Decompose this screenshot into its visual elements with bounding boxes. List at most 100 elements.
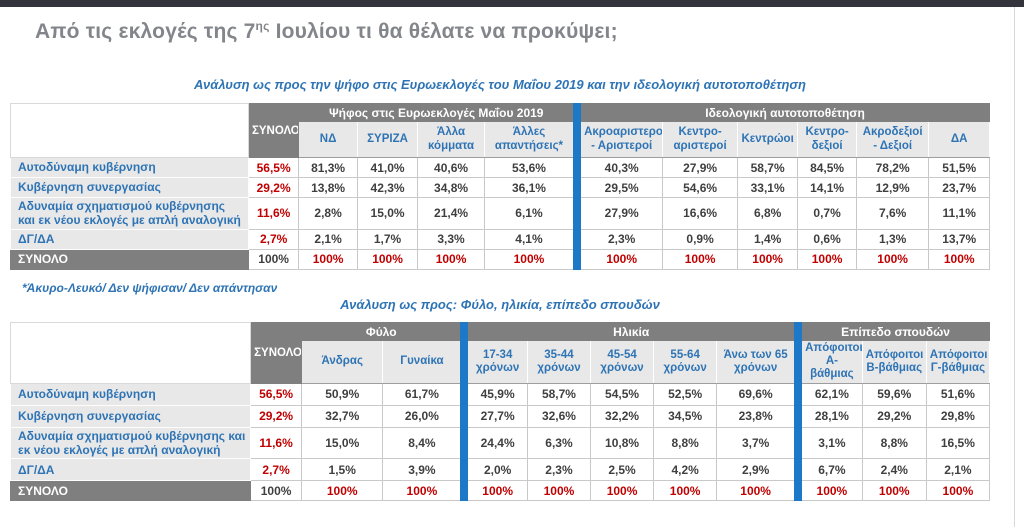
row-label: Κυβέρνηση συνεργασίας [9, 404, 252, 428]
total-row-cell: 100% [301, 480, 384, 502]
total-cell: 2,7% [250, 458, 303, 482]
data-cell: 29,8% [925, 404, 991, 428]
total-row-cell: 100% [925, 480, 991, 502]
table-row: Αδυναμία σχηματισμού κυβέρνησης και εκ ν… [10, 197, 990, 230]
column-header: Απόφοιτοι Β-βάθμιας [861, 340, 927, 384]
column-header: Άνω των 65 χρόνων [716, 340, 799, 384]
total-row-cell: 100% [716, 480, 799, 502]
data-cell: 4,2% [653, 458, 718, 482]
column-header: Απόφοιτοι Γ-βάθμιας [925, 340, 991, 384]
data-cell: 10,8% [590, 426, 655, 460]
data-cell: 1,7% [356, 228, 419, 250]
total-row-cell: 100% [417, 248, 485, 270]
data-cell: 23,8% [716, 404, 799, 428]
data-cell: 21,4% [417, 197, 485, 230]
table-row: Αυτοδύναμη κυβέρνηση 56,5% 81,3% 41,0% 40,6%… [10, 157, 990, 178]
data-cell: 4,1% [483, 228, 578, 250]
row-label: Αυτοδύναμη κυβέρνηση [9, 382, 252, 406]
total-row: ΣΥΝΟΛΟ 100% 100% 100% 100% 100% 100% 100% 100% 10… [10, 248, 990, 270]
table-row: Κυβέρνηση συνεργασίας 29,2% 13,8% 42,3% 34,8… [10, 177, 990, 198]
group-header: Φύλο [301, 322, 465, 341]
data-cell: 28,1% [794, 404, 863, 428]
data-cell: 2,5% [590, 458, 655, 482]
row-label: Κυβέρνηση συνεργασίας [10, 177, 249, 198]
data-cell: 8,8% [861, 426, 927, 460]
total-column-header: ΣΥΝΟΛΟ [250, 322, 303, 384]
data-cell: 2,4% [861, 458, 927, 482]
total-row-label: ΣΥΝΟΛΟ [9, 480, 252, 502]
data-cell: 7,6% [855, 197, 930, 230]
data-cell: 52,5% [653, 382, 718, 406]
total-row-cell: 100% [526, 480, 592, 502]
column-header: Κεντρο-δεξιοί [797, 121, 857, 158]
data-cell: 16,6% [662, 197, 738, 230]
data-cell: 78,2% [855, 157, 930, 178]
page-title-superscript: ης [255, 19, 270, 33]
data-cell: 84,5% [797, 157, 857, 178]
page-title: Από τις εκλογές της 7ης Ιουλίου τι θα θέ… [35, 19, 618, 44]
group-header: Ψήφος στις Ευρωεκλογές Μαΐου 2019 [298, 103, 578, 122]
data-cell: 51,6% [925, 382, 991, 406]
data-cell: 2,9% [716, 458, 799, 482]
total-row-cell: 100% [797, 248, 857, 270]
page-title-text-end: Ιουλίου τι θα θέλατε να προκύψει; [269, 20, 618, 43]
column-header: ΔΑ [928, 121, 990, 158]
column-header: Άνδρας [301, 340, 384, 384]
data-cell: 2,3% [573, 228, 664, 250]
table-row: Αυτοδύναμη κυβέρνηση 56,5% 50,9% 61,7% 45,9%… [9, 382, 991, 406]
top-dark-bar [0, 0, 1024, 7]
data-cell: 36,1% [483, 177, 578, 198]
total-cell: 11,6% [247, 197, 300, 230]
data-cell: 3,7% [716, 426, 799, 460]
data-cell: 0,7% [797, 197, 857, 230]
data-cell: 61,7% [382, 382, 465, 406]
column-header: ΝΔ [298, 121, 358, 158]
data-cell: 59,6% [861, 382, 927, 406]
page-right-edge [1014, 7, 1015, 527]
data-cell: 42,3% [356, 177, 419, 198]
data-cell: 8,4% [382, 426, 465, 460]
table-row: Αδυναμία σχηματισμού κυβέρνησης και εκ ν… [9, 426, 991, 460]
column-header-row: ΝΔ ΣΥΡΙΖΑ Άλλα κόμματα Άλλες απαντήσεις* Ακρ… [11, 121, 990, 158]
total-cell: 56,5% [247, 157, 300, 178]
analysis-table-demographics: ΣΥΝΟΛΟ Φύλο Ηλικία Επίπεδο σπουδών Άνδρας Γυν… [9, 322, 991, 502]
data-cell: 41,0% [356, 157, 419, 178]
data-cell: 1,4% [736, 228, 799, 250]
total-row-cell: 100% [861, 480, 927, 502]
group-header-row: ΣΥΝΟΛΟ Ψήφος στις Ευρωεκλογές Μαΐου 2019 Ι… [10, 103, 991, 158]
table1-subtitle: Ανάλυση ως προς την ψήφο στις Ευρωεκλογέ… [194, 77, 806, 92]
data-cell: 33,1% [736, 177, 799, 198]
total-row-total-cell: 100% [250, 480, 303, 502]
data-cell: 8,8% [653, 426, 718, 460]
data-cell: 6,1% [483, 197, 578, 230]
data-cell: 2,1% [925, 458, 991, 482]
data-cell: 24,4% [460, 426, 528, 460]
row-label: Αδυναμία σχηματισμού κυβέρνησης και εκ ν… [10, 197, 249, 230]
data-cell: 6,7% [794, 458, 863, 482]
group-header: Ηλικία [460, 322, 799, 341]
total-row-cell: 100% [573, 248, 664, 270]
data-cell: 34,5% [653, 404, 718, 428]
data-cell: 53,6% [483, 157, 578, 178]
column-header: Κεντρο-αριστεροί [662, 121, 738, 158]
data-cell: 11,1% [928, 197, 990, 230]
data-cell: 29,2% [861, 404, 927, 428]
total-row-cell: 100% [590, 480, 655, 502]
column-header: 45-54 χρόνων [590, 340, 655, 384]
row-label: ΔΓ/ΔΑ [10, 228, 249, 250]
data-cell: 40,3% [573, 157, 664, 178]
total-column-header: ΣΥΝΟΛΟ [247, 103, 300, 158]
total-row-cell: 100% [356, 248, 419, 270]
total-cell: 56,5% [250, 382, 303, 406]
column-header: Γυναίκα [382, 340, 465, 384]
data-cell: 3,3% [417, 228, 485, 250]
data-cell: 40,6% [417, 157, 485, 178]
data-cell: 12,9% [855, 177, 930, 198]
table1-footnote: *Άκυρο-Λευκό/ Δεν ψήφισαν/ Δεν απάντησαν [22, 281, 278, 295]
data-cell: 58,7% [736, 157, 799, 178]
total-cell: 29,2% [250, 404, 303, 428]
column-header: ΣΥΡΙΖΑ [356, 121, 419, 158]
analysis-table-europarl-ideology: ΣΥΝΟΛΟ Ψήφος στις Ευρωεκλογές Μαΐου 2019 Ι… [10, 103, 991, 270]
data-cell: 6,3% [526, 426, 592, 460]
column-header: Άλλα κόμματα [417, 121, 485, 158]
